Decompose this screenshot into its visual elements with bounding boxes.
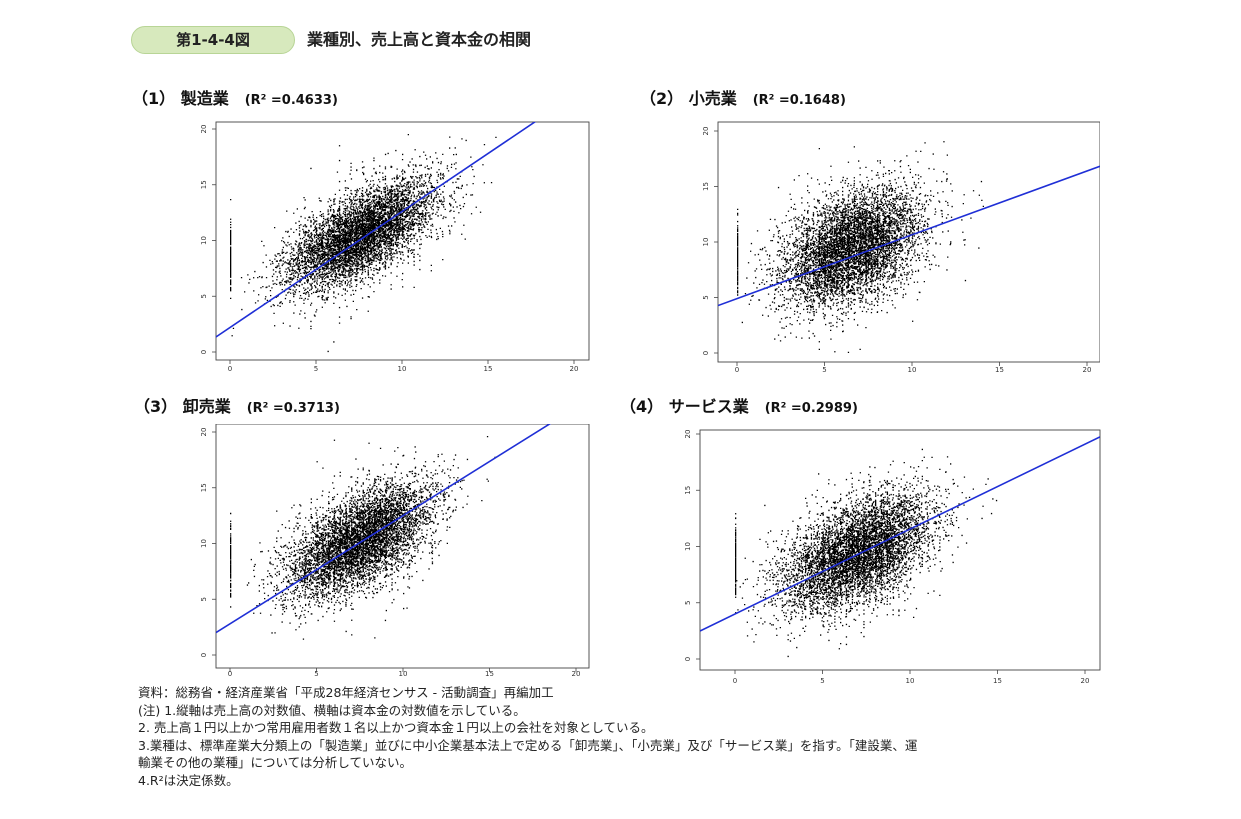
note-3: 3.業種は、標準産業大分類上の「製造業」並びに中小企業基本法上で定める「卸売業」… bbox=[138, 737, 918, 753]
scatter-points bbox=[230, 436, 496, 640]
x-tick-label: 15 bbox=[995, 366, 1004, 374]
regression-line bbox=[700, 435, 1100, 632]
scatter-plot-retail: 0 5 10 15 20 0 5 10 15 20 bbox=[702, 121, 1100, 374]
r2-label: (R² =0.4633) bbox=[244, 93, 338, 108]
panel-title-text: （3） 卸売業 bbox=[134, 397, 231, 416]
y-tick-label: 10 bbox=[702, 238, 710, 247]
note-1: (注) 1.縦軸は売上高の対数値、横軸は資本金の対数値を示している。 bbox=[138, 702, 526, 718]
scatter-plot-manufacturing: 0 5 10 15 20 0 5 10 15 20 bbox=[200, 121, 590, 373]
y-tick-label: 5 bbox=[702, 295, 710, 299]
panel-title-text: （1） 製造業 bbox=[132, 89, 229, 108]
x-tick-label: 5 bbox=[820, 677, 824, 685]
scatter-points bbox=[735, 448, 998, 658]
data-points bbox=[737, 141, 984, 353]
scatter-points bbox=[230, 134, 497, 353]
regression-line bbox=[718, 165, 1100, 307]
note-3-continued: 輸業その他の業種」については分析していない。 bbox=[138, 755, 413, 770]
x-tick-label: 5 bbox=[314, 365, 318, 373]
y-tick-label: 20 bbox=[684, 430, 692, 439]
x-tick-label: 0 bbox=[228, 365, 232, 373]
data-points bbox=[230, 134, 497, 353]
x-tick-label: 10 bbox=[906, 677, 915, 685]
regression-line bbox=[216, 122, 537, 338]
y-tick-label: 5 bbox=[684, 601, 692, 605]
y-tick-label: 15 bbox=[200, 483, 208, 492]
x-tick-label: 0 bbox=[228, 670, 232, 678]
y-tick-label: 20 bbox=[200, 428, 208, 437]
plot-frame bbox=[215, 121, 590, 361]
y-tick-label: 10 bbox=[200, 236, 208, 245]
r2-label: (R² =0.3713) bbox=[246, 401, 340, 416]
x-tick-label: 0 bbox=[735, 366, 739, 374]
y-tick-label: 15 bbox=[702, 182, 710, 191]
figure-header: 第1-4-4図 業種別、売上高と資本金の相関 bbox=[131, 24, 691, 58]
x-tick-label: 15 bbox=[484, 365, 493, 373]
plot-frame bbox=[215, 424, 590, 669]
y-tick-label: 0 bbox=[684, 657, 692, 661]
x-tick-label: 10 bbox=[398, 365, 407, 373]
scatter-plot-wholesale: 0 5 10 15 20 0 5 10 15 20 bbox=[200, 424, 590, 678]
y-tick-label: 10 bbox=[200, 539, 208, 548]
figure-number-badge: 第1-4-4図 bbox=[131, 26, 295, 54]
y-tick-label: 20 bbox=[702, 127, 710, 136]
x-tick-label: 20 bbox=[1083, 366, 1092, 374]
data-points bbox=[230, 436, 496, 640]
y-tick-label: 10 bbox=[684, 542, 692, 551]
y-tick-label: 15 bbox=[200, 180, 208, 189]
x-tick-label: 10 bbox=[908, 366, 917, 374]
panel-title: （2） 小売業 (R² =0.1648) bbox=[640, 88, 846, 112]
regression-line bbox=[216, 424, 552, 634]
panel-title-text: （4） サービス業 bbox=[620, 397, 749, 416]
scatter-plot-services: 0 5 10 15 20 0 5 10 15 20 bbox=[684, 429, 1101, 685]
y-tick-label: 5 bbox=[200, 597, 208, 601]
x-tick-label: 15 bbox=[485, 670, 494, 678]
r2-label: (R² =0.2989) bbox=[764, 401, 858, 416]
panel-title: （4） サービス業 (R² =0.2989) bbox=[620, 396, 858, 420]
data-points bbox=[735, 448, 998, 658]
x-tick-label: 10 bbox=[399, 670, 408, 678]
y-tick-label: 0 bbox=[702, 351, 710, 355]
r2-label: (R² =0.1648) bbox=[752, 93, 846, 108]
x-tick-label: 20 bbox=[570, 365, 579, 373]
note-4: 4.R²は決定係数。 bbox=[138, 772, 239, 788]
panel-title-text: （2） 小売業 bbox=[640, 89, 737, 108]
y-tick-label: 5 bbox=[200, 294, 208, 298]
x-tick-label: 5 bbox=[822, 366, 826, 374]
x-tick-label: 20 bbox=[572, 670, 581, 678]
note-2: 2. 売上高１円以上かつ常用雇用者数１名以上かつ資本金１円以上の会社を対象として… bbox=[138, 720, 654, 735]
figure-title: 業種別、売上高と資本金の相関 bbox=[307, 30, 532, 49]
y-tick-label: 15 bbox=[684, 486, 692, 495]
x-tick-label: 5 bbox=[314, 670, 318, 678]
panel-title: （3） 卸売業 (R² =0.3713) bbox=[134, 396, 340, 420]
y-tick-label: 20 bbox=[200, 125, 208, 134]
x-tick-label: 0 bbox=[733, 677, 737, 685]
y-tick-label: 0 bbox=[200, 653, 208, 657]
x-tick-label: 20 bbox=[1081, 677, 1090, 685]
y-tick-label: 0 bbox=[200, 350, 208, 354]
source-notes: 資料：総務省・経済産業省「平成28年経済センサス - 活動調査」再編加工 (注)… bbox=[138, 684, 1118, 789]
note-source: 資料：総務省・経済産業省「平成28年経済センサス - 活動調査」再編加工 bbox=[138, 685, 554, 700]
plot-frame bbox=[699, 429, 1101, 671]
scatter-points bbox=[737, 141, 984, 353]
x-tick-label: 15 bbox=[993, 677, 1002, 685]
panel-title: （1） 製造業 (R² =0.4633) bbox=[132, 88, 338, 112]
